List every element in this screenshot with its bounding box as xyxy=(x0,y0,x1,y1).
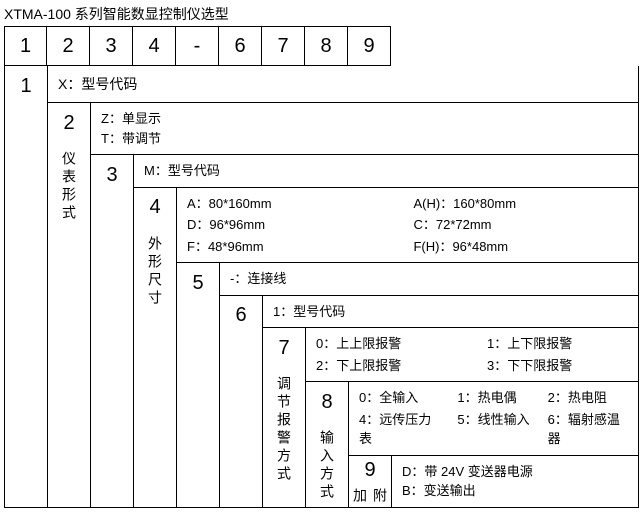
header-cell-4: 4 xyxy=(133,26,176,66)
level2-label: 仪表形式 xyxy=(59,143,79,507)
spec-ah: A(H)：160*80mm xyxy=(413,194,628,214)
alarm-0: 0：上上限报警 xyxy=(316,334,457,354)
level5-desc: -：连接线 xyxy=(220,263,638,296)
addon-b: B：变送输出 xyxy=(402,481,628,501)
selection-table: 1 2 3 4 - 6 7 8 9 1 X：型号代码 2 仪表形式 Z：单显 xyxy=(4,26,639,508)
header-cell-dash: - xyxy=(176,26,219,66)
input-1: 1：热电偶 xyxy=(457,388,529,408)
header-cell-3: 3 xyxy=(90,26,133,66)
alarm-3: 3：下下限报警 xyxy=(487,356,628,376)
header-cell-7: 7 xyxy=(262,26,305,66)
spec-f: F：48*96mm xyxy=(187,237,383,257)
level7-desc: 0：上上限报警 1：上下限报警 2：下上限报警 3：下下限报警 xyxy=(306,328,638,382)
level7-num: 7 xyxy=(263,328,305,368)
level4-label: 外形尺寸 xyxy=(145,228,165,507)
level8-num: 8 xyxy=(306,382,348,422)
level1-num: 1 xyxy=(5,66,47,106)
input-2: 2：热电阻 xyxy=(548,388,628,408)
level1-desc: X：型号代码 xyxy=(48,66,638,103)
level9-label: 附加 xyxy=(350,486,390,507)
level2-line2: T：带调节 xyxy=(101,129,628,149)
alarm-2: 2：下上限报警 xyxy=(316,356,457,376)
level2-line1: Z：单显示 xyxy=(101,109,628,129)
level9-num: 9 xyxy=(349,456,391,486)
level2-num: 2 xyxy=(48,103,90,143)
header-cell-9: 9 xyxy=(348,26,391,66)
level8-label: 输入方式 xyxy=(317,422,337,507)
addon-d: D：带 24V 变送器电源 xyxy=(402,462,628,482)
page-title: XTMA-100 系列智能数显控制仪选型 xyxy=(4,4,639,24)
level3-desc: M：型号代码 xyxy=(134,155,638,188)
header-cell-1: 1 xyxy=(4,26,47,66)
input-6: 6：辐射感温器 xyxy=(548,410,628,449)
input-0: 0：全输入 xyxy=(359,388,439,408)
header-cell-2: 2 xyxy=(47,26,90,66)
level3-num: 3 xyxy=(91,155,133,195)
input-5: 5：线性输入 xyxy=(457,410,529,449)
header-cell-6: 6 xyxy=(219,26,262,66)
level6-num: 6 xyxy=(220,296,262,336)
header-cell-8: 8 xyxy=(305,26,348,66)
level2-desc: Z：单显示 T：带调节 xyxy=(91,103,638,155)
level4-desc: A：80*160mm A(H)：160*80mm D：96*96mm C：72*… xyxy=(177,188,638,264)
spec-a: A：80*160mm xyxy=(187,194,383,214)
level9-desc: D：带 24V 变送器电源 B：变送输出 xyxy=(392,456,638,507)
input-4: 4：远传压力表 xyxy=(359,410,439,449)
level6-desc: 1：型号代码 xyxy=(263,296,638,329)
spec-fh: F(H)：96*48mm xyxy=(413,237,628,257)
level8-desc: 0：全输入 1：热电偶 2：热电阻 4：远传压力表 5：线性输入 xyxy=(349,382,638,456)
spec-d: D：96*96mm xyxy=(187,215,383,235)
spec-c: C：72*72mm xyxy=(413,215,628,235)
level4-num: 4 xyxy=(134,188,176,228)
level5-num: 5 xyxy=(177,263,219,303)
header-row: 1 2 3 4 - 6 7 8 9 xyxy=(4,26,639,66)
alarm-1: 1：上下限报警 xyxy=(487,334,628,354)
level7-label: 调节报警方式 xyxy=(274,368,294,507)
